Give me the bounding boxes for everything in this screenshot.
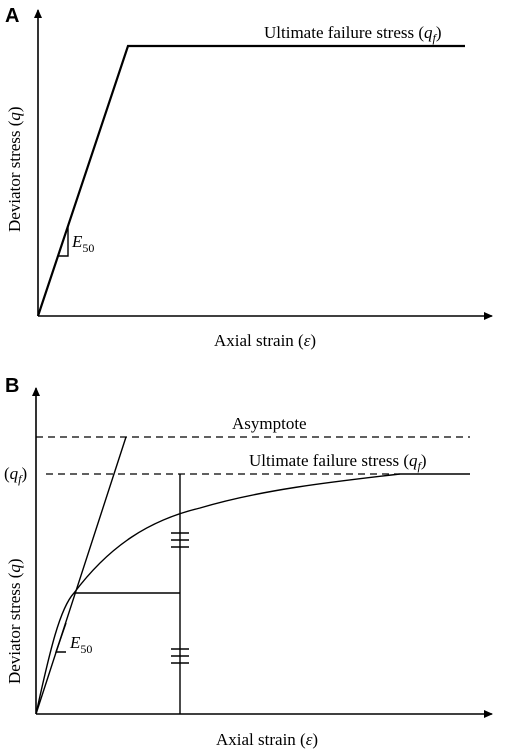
panel-b-e50-label: E50 bbox=[69, 633, 92, 656]
panel-a-e50-slope-triangle bbox=[58, 226, 69, 257]
panel-a-e50-label: E50 bbox=[71, 232, 94, 255]
panel-b-x-axis-label: Axial strain (ε) bbox=[216, 730, 318, 749]
panel-b: B Asymptote Ultimate failure stress (qf)… bbox=[4, 375, 493, 749]
panel-b-y-axis-label: Deviator stress (q) bbox=[5, 558, 24, 684]
panel-b-label: B bbox=[5, 375, 19, 397]
panel-a-failure-stress-label: Ultimate failure stress (qf) bbox=[264, 23, 442, 45]
secant-modulus-line bbox=[35, 436, 127, 715]
panel-b-failure-stress-label: Ultimate failure stress (qf) bbox=[249, 451, 427, 473]
lower-equal-tick-marks bbox=[171, 648, 189, 664]
qf-axis-label: (qf) bbox=[4, 464, 27, 486]
panel-a-label: A bbox=[5, 5, 19, 27]
hyperbolic-stress-strain-curve bbox=[35, 473, 401, 715]
panel-a-x-axis-label: Axial strain (ε) bbox=[214, 331, 316, 350]
panel-a: A E50 Ultimate failure stress (qf) Axial… bbox=[5, 5, 493, 350]
panel-a-stress-strain-curve bbox=[36, 44, 465, 317]
panel-a-y-axis-label: Deviator stress (q) bbox=[5, 106, 24, 232]
panel-b-e50-slope-triangle bbox=[55, 622, 67, 653]
asymptote-label: Asymptote bbox=[232, 414, 307, 433]
upper-equal-tick-marks bbox=[171, 532, 189, 548]
